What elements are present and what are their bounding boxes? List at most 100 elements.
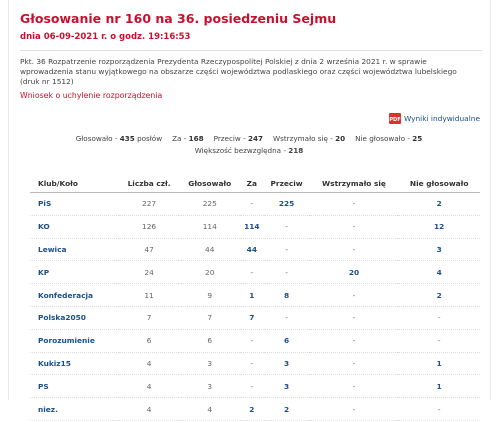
table-row: PS 4 3-3-1 — [30, 374, 480, 399]
summary-label: Nie głosowało - — [355, 134, 410, 143]
table-cell: 6 — [179, 329, 241, 353]
table-cell: 20 — [179, 260, 241, 285]
summary-label: Głosowało - — [75, 134, 118, 143]
summary-label: Wstrzymało się - — [273, 134, 333, 143]
summary-unit: posłów — [137, 134, 163, 143]
club-name[interactable]: PS — [30, 374, 119, 399]
table-cell[interactable]: 4 — [398, 260, 480, 285]
table-cell[interactable]: 1 — [398, 374, 480, 399]
table-cell: - — [309, 397, 399, 421]
table-row: Kukiz15 4 3-3-1 — [30, 352, 480, 376]
majority-value: 218 — [288, 146, 304, 155]
table-cell: 4 — [179, 397, 241, 421]
column-header: Nie głosowało — [398, 175, 480, 193]
table-row: niez. 4 4 2 2- - — [30, 397, 480, 421]
table-cell[interactable]: 12 — [398, 215, 480, 239]
table-cell: - — [263, 238, 310, 262]
table-cell[interactable]: 3 — [398, 238, 480, 262]
table-cell: 225 — [179, 192, 241, 216]
table-cell[interactable]: 2 — [398, 192, 480, 216]
pdf-icon-bg — [388, 113, 401, 124]
individual-results-link[interactable]: PDF Wyniki indywidualne — [388, 113, 480, 124]
table-cell[interactable]: 2 — [263, 397, 310, 421]
table-cell[interactable]: 20 — [309, 260, 399, 285]
summary-value: 20 — [335, 134, 346, 143]
table-cell[interactable]: 1 — [240, 283, 264, 307]
vote-date: dnia 06-09-2021 r. o godz. 19:16:53 — [20, 32, 191, 42]
table-cell[interactable]: 225 — [263, 192, 310, 216]
table-row: KP 24 20- -20 4 — [30, 260, 480, 285]
table-cell[interactable]: 8 — [263, 283, 310, 307]
summary-value: 435 — [119, 134, 135, 143]
table-cell: - — [263, 260, 310, 285]
table-row: KO 126 114 114- -12 — [30, 215, 480, 239]
table-cell: 47 — [118, 238, 180, 262]
majority: Większość bezwzględna - 218 — [0, 146, 498, 155]
table-cell: 4 — [118, 374, 180, 399]
table-cell: - — [309, 352, 399, 376]
summary-item: Głosowało - 435 posłów — [76, 134, 162, 143]
table-cell[interactable]: 3 — [263, 352, 310, 376]
summary-value: 247 — [248, 134, 264, 143]
content-frame — [8, 0, 491, 400]
table-cell: - — [240, 260, 264, 285]
table-cell: 3 — [179, 374, 241, 399]
table-cell: 6 — [118, 329, 180, 353]
club-name[interactable]: Kukiz15 — [30, 352, 119, 376]
column-header: Liczba czł. — [118, 175, 180, 193]
summary-label: Przeciw - — [213, 134, 246, 143]
motion: Wniosek o uchylenie rozporządzenia — [20, 91, 163, 100]
table-cell: - — [398, 306, 480, 330]
table-cell: 114 — [179, 215, 241, 239]
summary-value: 168 — [188, 134, 204, 143]
summary-item: Przeciw - 247 — [214, 134, 263, 143]
table-cell[interactable]: 1 — [398, 352, 480, 376]
table-cell: - — [309, 192, 399, 216]
table-cell[interactable]: 2 — [398, 283, 480, 307]
summary-item: Nie głosowało - 25 — [355, 134, 422, 143]
individual-results-label[interactable]: Wyniki indywidualne — [403, 114, 480, 123]
pdf-icon-text: PDF — [389, 117, 400, 123]
table-row: Porozumienie 6 6-6- - — [30, 329, 480, 353]
table-cell[interactable]: 2 — [240, 397, 264, 421]
column-header: Za — [240, 175, 264, 193]
table-cell: 24 — [118, 260, 180, 285]
club-name[interactable]: Konfederacja — [30, 283, 119, 307]
club-name[interactable]: Polska2050 — [30, 306, 119, 330]
column-header: Głosowało — [179, 175, 241, 193]
table-cell: 4 — [118, 397, 180, 421]
table-cell[interactable]: 114 — [240, 215, 264, 239]
majority-label: Większość bezwzględna - — [194, 146, 286, 155]
table-cell: - — [309, 238, 399, 262]
table-cell: - — [398, 397, 480, 421]
column-header: Wstrzymało się — [309, 175, 399, 193]
club-name[interactable]: niez. — [30, 397, 119, 421]
table-cell[interactable]: 3 — [263, 374, 310, 399]
summary-item: Za - 168 — [172, 134, 204, 143]
table-cell: 7 — [118, 306, 180, 330]
table-cell: - — [309, 374, 399, 399]
table-cell[interactable]: 6 — [263, 329, 310, 353]
table-cell: 7 — [179, 306, 241, 330]
table-cell[interactable]: 7 — [240, 306, 264, 330]
table-body: PiS 227 225-225-2 KO 126 114 114- -12 Lewica 47 44… — [30, 192, 480, 421]
column-header: Przeciw — [263, 175, 310, 193]
separator — [20, 50, 482, 51]
summary-item: Wstrzymało się - 20 — [273, 134, 345, 143]
table-cell[interactable]: 44 — [240, 238, 264, 262]
table-cell: 44 — [179, 238, 241, 262]
table-cell: - — [309, 215, 399, 239]
table-cell: - — [240, 352, 264, 376]
summary: Głosowało - 435 posłów Za - 168 Przeciw - … — [0, 134, 498, 143]
table-cell: 11 — [118, 283, 180, 307]
title: Głosowanie nr 160 na 36. posiedzeniu Sej… — [20, 11, 337, 26]
club-name[interactable]: KP — [30, 260, 119, 285]
table-row: Polska2050 7 7 7- - - — [30, 306, 480, 330]
table-cell: - — [240, 192, 264, 216]
table-row: Konfederacja 11 9 1 8-2 — [30, 283, 480, 307]
club-name[interactable]: Porozumienie — [30, 329, 119, 353]
club-name[interactable]: Lewica — [30, 238, 119, 262]
club-name[interactable]: PiS — [30, 192, 119, 216]
club-name[interactable]: KO — [30, 215, 119, 239]
